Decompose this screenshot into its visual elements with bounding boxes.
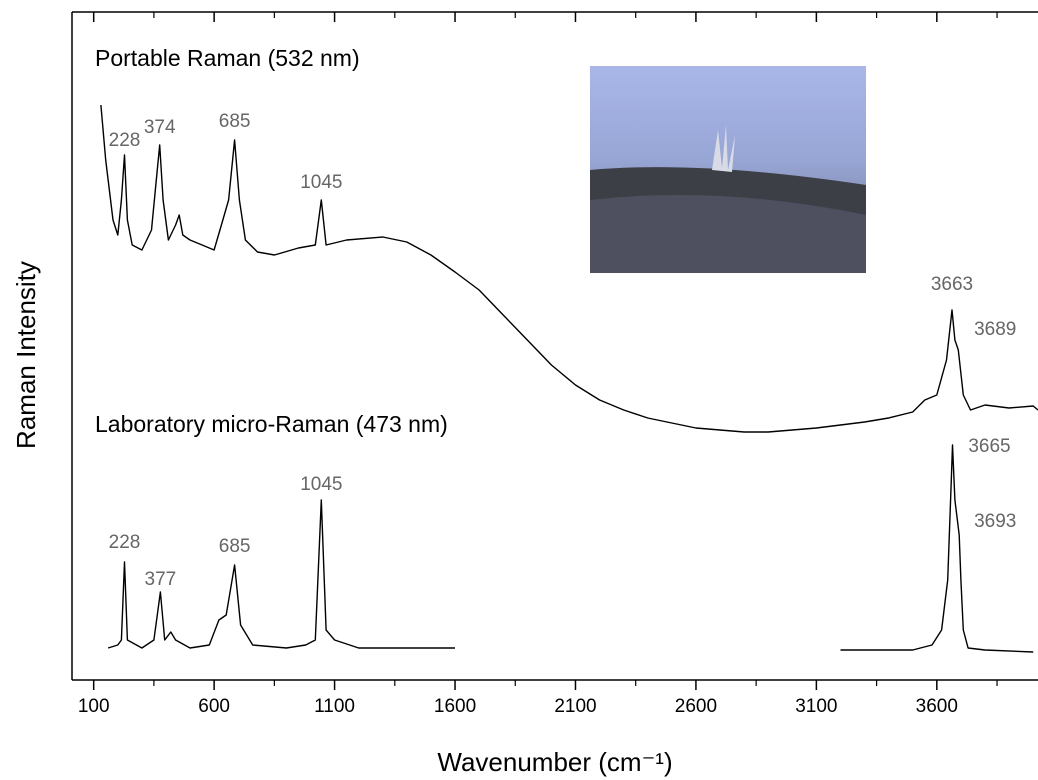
peak-label: 374 [144,117,176,138]
peak-label: 685 [219,536,251,557]
y-axis-title: Raman Intensity [11,261,41,449]
peak-label: 1045 [300,172,342,193]
peak-label: 228 [109,532,141,553]
peak-label: 685 [219,111,251,132]
x-tick-label: 600 [198,696,230,717]
inset-photo [590,66,866,273]
peak-label: 3665 [968,436,1010,457]
peak-label: 377 [145,569,177,590]
x-tick-label: 2100 [554,696,596,717]
spectrum-line [100,104,1038,433]
x-axis-title: Wavenumber (cm⁻¹) [437,747,672,777]
x-tick-label: 100 [78,696,110,717]
series-label: Laboratory micro-Raman (473 nm) [95,411,448,437]
peak-label: 3693 [974,511,1016,532]
spectrum-line [107,444,1034,653]
x-tick-label: 2600 [675,696,717,717]
x-tick-label: 1100 [314,696,355,717]
peak-label: 3663 [931,274,973,295]
x-tick-label: 3100 [795,696,837,717]
x-tick-label: 1600 [434,696,476,717]
series-label: Portable Raman (532 nm) [95,45,360,71]
peak-label: 3689 [974,319,1016,340]
peak-label: 228 [109,130,141,151]
peak-label: 1045 [300,474,342,495]
x-tick-label: 3600 [916,696,958,717]
